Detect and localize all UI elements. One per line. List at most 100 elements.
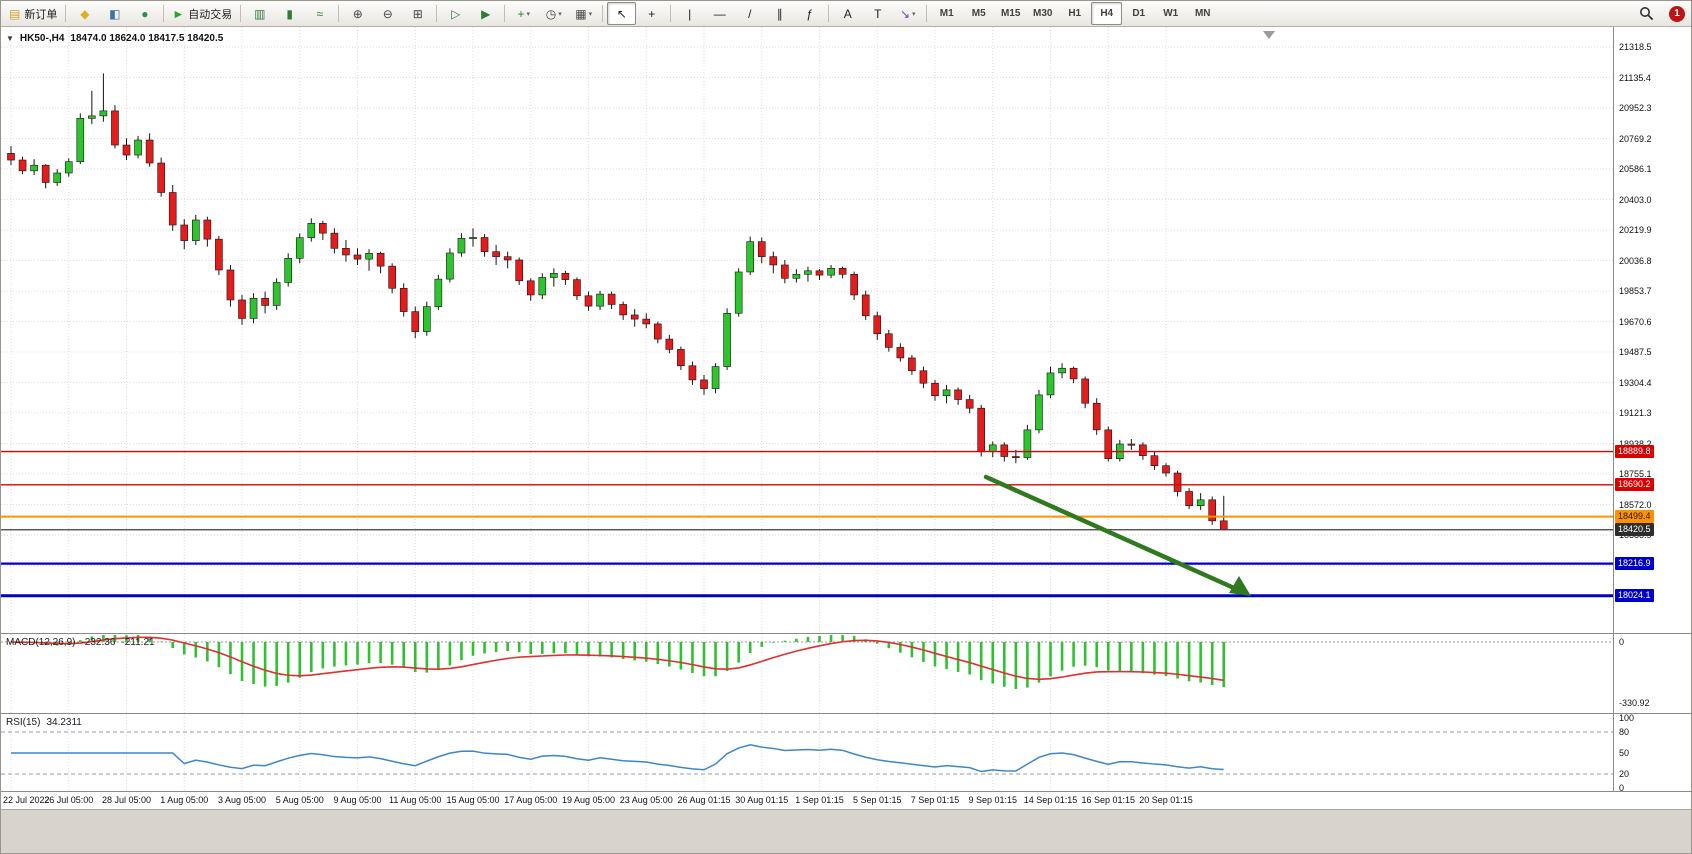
label-button[interactable]: T: [863, 2, 892, 25]
timeframe-m5[interactable]: M5: [971, 8, 986, 19]
tile-windows-button[interactable]: ⊞: [403, 2, 432, 25]
chart-shift-button[interactable]: ▶: [471, 2, 500, 25]
notification-badge[interactable]: 1: [1669, 5, 1685, 22]
candle: [1104, 426, 1113, 462]
time-axis-label: 11 Aug 05:00: [389, 795, 442, 805]
zoom-out-button[interactable]: ⊖: [373, 2, 402, 25]
macd-axis: 0 -330.92: [1613, 634, 1691, 713]
candle: [884, 329, 893, 352]
price-axis-label: 21318.5: [1619, 42, 1652, 52]
channel-icon: ∥: [776, 6, 783, 21]
profiles-icon-button[interactable]: ◆: [70, 2, 99, 25]
chart-candles-icon: ▮: [286, 6, 294, 21]
candle: [1208, 496, 1216, 525]
timeframe-m15[interactable]: M15: [1001, 8, 1021, 19]
periods-button[interactable]: ◷ ▾: [539, 2, 568, 25]
search-button[interactable]: [1632, 2, 1661, 25]
templates-button[interactable]: ▦ ▾: [569, 2, 598, 25]
chart-shift-marker[interactable]: [1263, 31, 1275, 39]
autotrading-button[interactable]: ► 自动交易: [168, 2, 236, 25]
timeframe-mn[interactable]: MN: [1194, 8, 1211, 19]
candle: [111, 105, 119, 149]
support-line-blue-1-tag: 18216.9: [1615, 556, 1654, 570]
trend-arrow-annotation[interactable]: [983, 474, 1251, 596]
text-button[interactable]: A: [833, 2, 862, 25]
macd-signal-line: [10, 636, 1224, 682]
toolbar-separator: [338, 5, 340, 22]
candle: [295, 233, 304, 264]
macd-plot[interactable]: [1, 634, 1613, 713]
zoom-out-icon: ⊖: [382, 6, 393, 21]
time-axis-label: 17 Aug 05:00: [504, 795, 558, 805]
candle: [607, 291, 616, 310]
price-axis-label: 20952.3: [1619, 103, 1652, 113]
candle: [734, 268, 743, 317]
time-axis-label: 3 Aug 05:00: [217, 795, 267, 805]
candle: [238, 294, 246, 325]
chart-bars-button[interactable]: ▥: [245, 2, 274, 25]
candle: [99, 73, 108, 122]
candle: [653, 321, 662, 344]
toolbar-right-group: 1: [1632, 2, 1689, 25]
crosshair-icon: +: [648, 6, 656, 21]
time-axis[interactable]: 22 Jul 2022 26 Jul 05:00 28 Jul 05:00 1 Aug…: [1, 791, 1691, 809]
main-chart-plot[interactable]: [1, 27, 1613, 633]
rsi-axis-label: 20: [1619, 769, 1630, 779]
chevron-down-icon: ▾: [558, 10, 562, 18]
timeframe-m1[interactable]: M1: [939, 8, 954, 19]
price-axis-label: 19121.3: [1619, 408, 1652, 418]
candle: [584, 291, 593, 311]
ohlc-values: 18474.0 18624.0 18417.5 18420.5: [70, 33, 224, 44]
vertical-line-icon: |: [688, 6, 692, 21]
candle: [619, 301, 627, 320]
fibonacci-button[interactable]: ƒ: [795, 2, 824, 25]
candle: [677, 346, 685, 370]
candle: [168, 185, 177, 231]
candle: [515, 257, 524, 285]
candle: [700, 374, 708, 395]
time-axis-label: 23 Aug 05:00: [619, 795, 673, 805]
price-axis-label: 20586.1: [1619, 164, 1652, 174]
crosshair-button[interactable]: +: [637, 2, 666, 25]
chart-line-button[interactable]: ≈: [305, 2, 334, 25]
candle: [977, 404, 986, 457]
time-axis-label: 22 Jul 2022: [3, 795, 50, 805]
price-axis-label: 18755.1: [1619, 469, 1652, 479]
candle: [18, 156, 27, 175]
rsi-plot[interactable]: [1, 714, 1613, 791]
candle: [1069, 366, 1078, 384]
vertical-line-button[interactable]: |: [675, 2, 704, 25]
timeframe-h4[interactable]: H4: [1091, 2, 1123, 25]
trendline-icon: /: [748, 6, 752, 21]
arrows-button[interactable]: ↘ ▾: [893, 2, 922, 25]
trendline-button[interactable]: /: [735, 2, 764, 25]
channel-button[interactable]: ∥: [765, 2, 794, 25]
candle: [492, 244, 500, 265]
chevron-down-icon: ▾: [912, 10, 916, 18]
candle: [1162, 463, 1170, 477]
chart-candles-button[interactable]: ▮: [275, 2, 304, 25]
timeframe-d1[interactable]: D1: [1132, 8, 1146, 19]
cursor-button[interactable]: ↖: [607, 2, 637, 25]
horizontal-line-button[interactable]: —: [705, 2, 734, 25]
auto-scroll-button[interactable]: ▷: [441, 2, 470, 25]
timeframe-w1[interactable]: W1: [1163, 8, 1179, 19]
market-watch-icon-button[interactable]: ◧: [100, 2, 129, 25]
candle: [781, 259, 789, 284]
data-window-icon-button[interactable]: ●: [130, 2, 159, 25]
price-axis[interactable]: 21318.5 21135.4 20952.3 20769.2 20586.1 20403…: [1613, 27, 1691, 633]
zoom-in-button[interactable]: ⊕: [343, 2, 372, 25]
candle: [480, 234, 489, 257]
toolbar-separator: [240, 5, 242, 22]
candle: [41, 164, 50, 189]
one-click-trading-toggle[interactable]: ▼: [6, 34, 14, 43]
price-axis-label: 18938.2: [1619, 438, 1652, 449]
macd-histogram: [21, 635, 1226, 689]
toolbar-separator: [926, 5, 928, 22]
macd-label: MACD(12,26,9) -232.36 -211.21: [6, 637, 155, 648]
timeframe-h1[interactable]: H1: [1068, 8, 1082, 19]
chevron-down-icon: ▾: [588, 10, 593, 18]
new-order-button[interactable]: ▤ 新订单: [5, 2, 61, 25]
indicators-button[interactable]: + ▾: [509, 2, 538, 25]
timeframe-m30[interactable]: M30: [1033, 8, 1053, 19]
